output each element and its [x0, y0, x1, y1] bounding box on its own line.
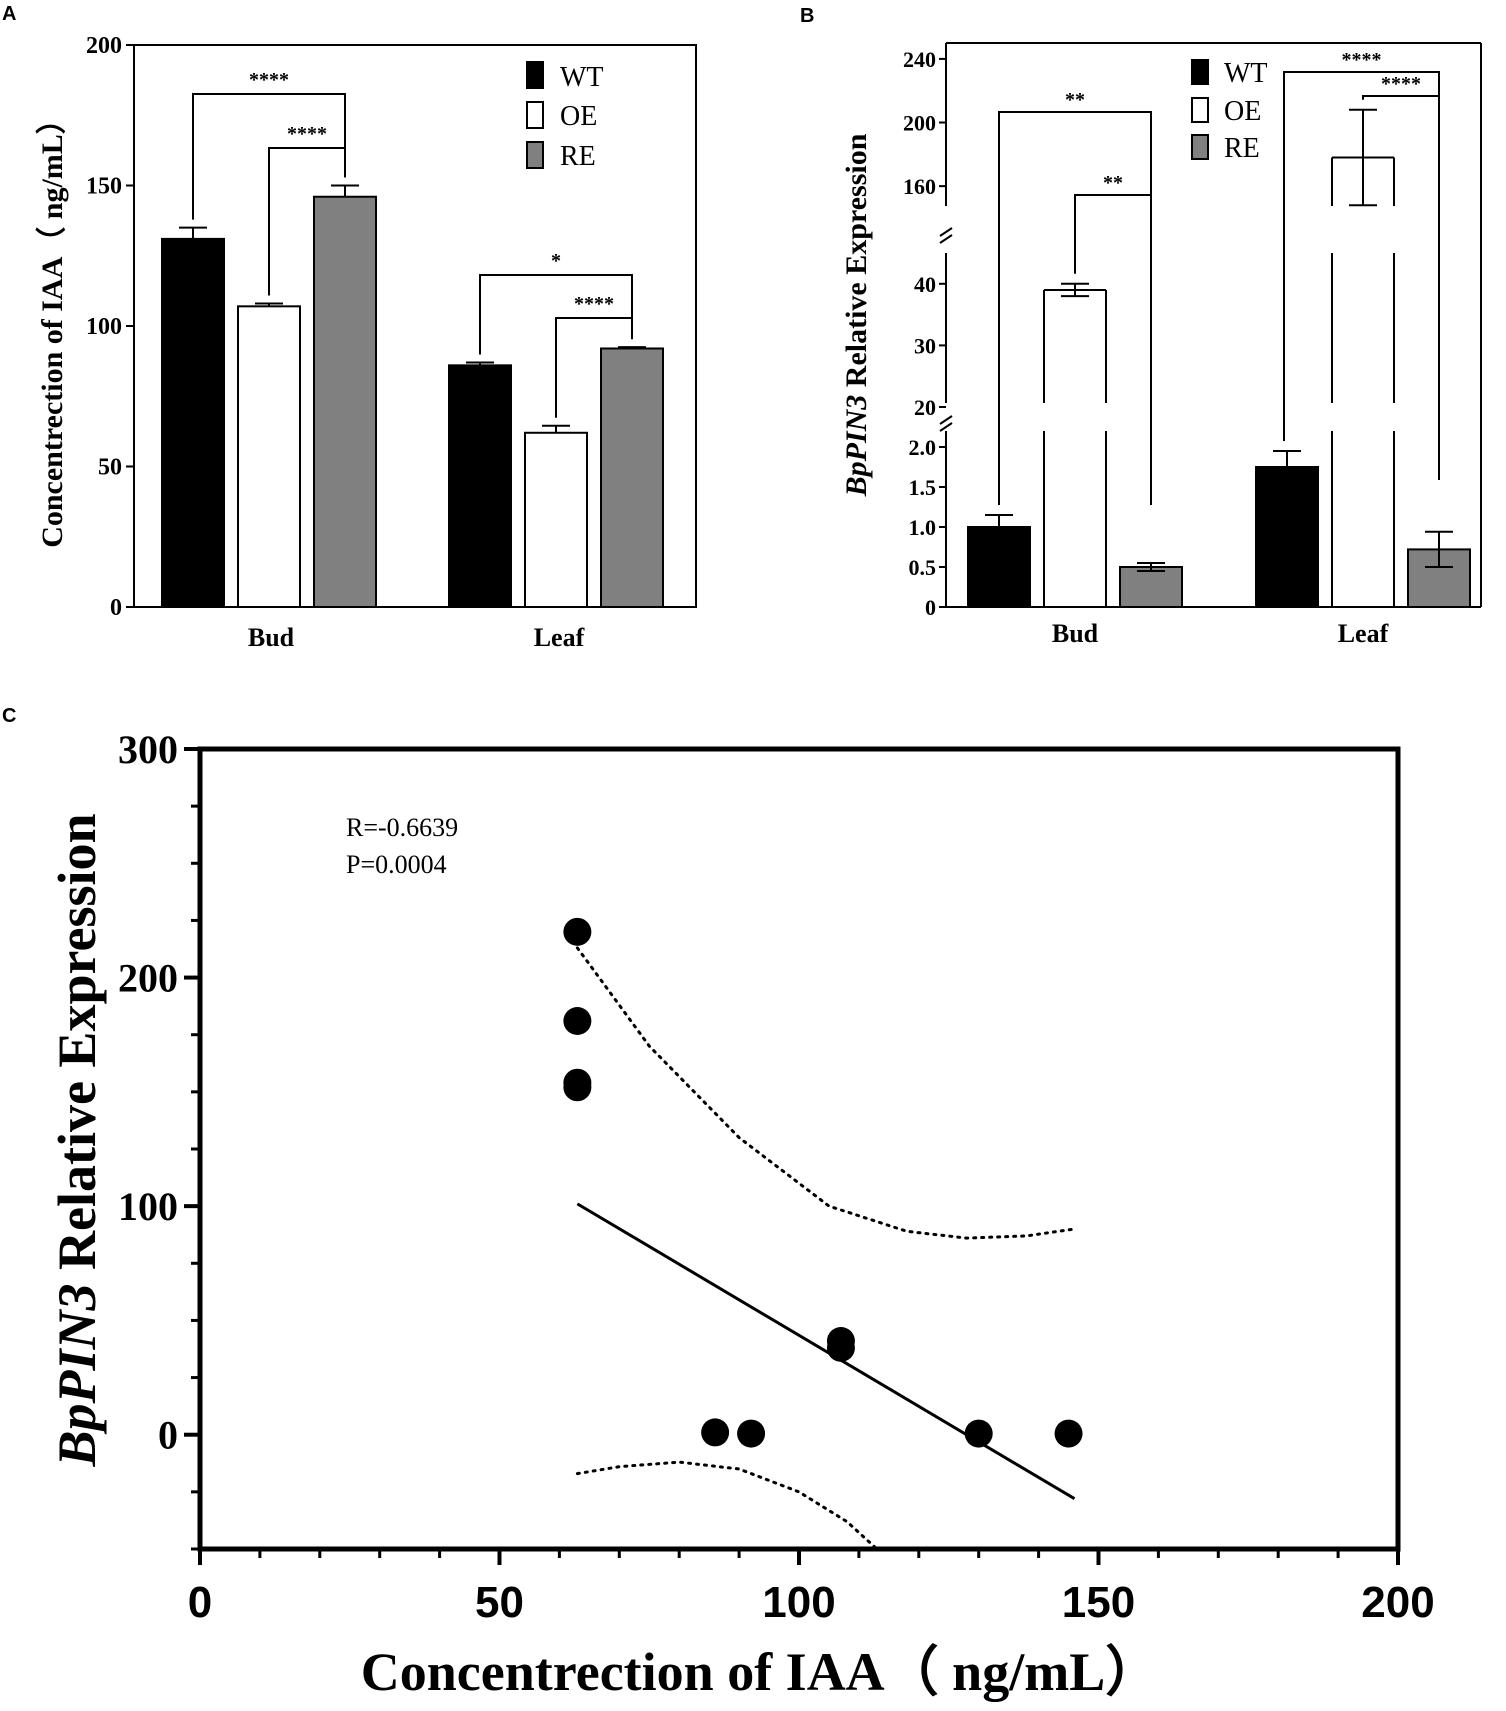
sig-label-a-2: *	[551, 250, 561, 272]
bar-a-leaf-wt	[448, 364, 512, 608]
sig-bracket-b-1	[1074, 194, 1152, 505]
sig-label-a-0: ****	[249, 69, 289, 91]
panel-b-ytick-label: 0.5	[909, 555, 937, 580]
panel-b-ytick-label: 160	[903, 174, 936, 199]
panel-a-ytick-label: 200	[86, 33, 122, 59]
legend-a-re-label: RE	[560, 141, 596, 172]
panel-b-ytick-label: 1.0	[909, 515, 937, 540]
panel-c-point-3	[563, 1073, 592, 1102]
bar-a-bud-oe	[237, 305, 301, 608]
bar-a-bud-wt	[161, 237, 225, 608]
panel-b-ytick-label: 240	[903, 47, 936, 72]
panel-a-legend: WT OE RE	[526, 61, 604, 172]
panel-c-ylabel-gene: BpPIN3	[47, 1283, 107, 1467]
legend-a-re-swatch	[526, 141, 544, 169]
legend-a-wt-label: WT	[560, 62, 604, 93]
legend-a-oe-label: OE	[560, 101, 597, 132]
panel-c-xtick-label: 150	[1062, 1578, 1135, 1627]
panel-c-letter: C	[2, 705, 16, 727]
bar-a-bud-re	[313, 195, 377, 609]
bar-b-bud-re	[1119, 566, 1183, 608]
panel-c-point-1	[563, 1007, 592, 1035]
legend-b-re-label: RE	[1224, 133, 1260, 164]
panel-a-ytick-label: 150	[86, 174, 122, 200]
panel-c-r-value: R=-0.6639	[346, 813, 458, 842]
panel-a-ytick-label: 0	[110, 595, 122, 621]
panel-c-point-8	[964, 1419, 993, 1448]
panel-a-letter: A	[2, 3, 16, 25]
panel-c-xlabel: Concentrection of IAA（ ng/mL）	[361, 1642, 1159, 1702]
panel-b-ytick-label: 1.5	[909, 475, 937, 500]
panel-b-cat-bud: Bud	[1052, 619, 1099, 648]
panel-c-xtick-label: 0	[188, 1578, 212, 1627]
panel-a-cat-bud: Bud	[248, 623, 295, 652]
legend-b-oe-swatch	[1191, 97, 1209, 123]
panel-c-xtick-label: 100	[762, 1578, 835, 1627]
panel-c-ytick-label: 0	[158, 1413, 178, 1458]
panel-b-ytick-label: 20	[914, 395, 936, 420]
panel-c-ci-upper	[575, 946, 1076, 1240]
panel-c-point-7	[737, 1419, 766, 1448]
panel-b-legend: WT OE RE	[1191, 58, 1268, 164]
panel-c-ytick-label: 100	[118, 1184, 178, 1229]
sig-bracket-a-2	[479, 274, 633, 355]
sig-label-a-1: ****	[287, 123, 327, 145]
legend-a-oe-swatch	[526, 101, 544, 129]
panel-c-ytick-label: 300	[118, 727, 178, 772]
panel-c-ylabel: BpPIN3 Relative Expression	[47, 813, 107, 1467]
sig-label-b-1: **	[1103, 172, 1123, 194]
panel-b-ytick-label: 30	[914, 333, 936, 358]
panel-b-ytick-label: 40	[914, 272, 936, 297]
panel-a-ytick-label: 100	[86, 314, 122, 340]
legend-b-oe-label: OE	[1224, 96, 1261, 127]
bar-a-leaf-oe	[524, 431, 588, 608]
panel-c-point-5	[826, 1333, 855, 1362]
panel-c-point-9	[1054, 1419, 1083, 1448]
panel-c-ytick-label: 200	[118, 956, 178, 1001]
panel-b-ylabel-rest: Relative Expression	[840, 133, 873, 394]
sig-label-b-0: **	[1065, 89, 1085, 111]
panel-b-ytick-label: 2.0	[909, 435, 937, 460]
sig-label-a-3: ****	[574, 293, 614, 315]
panel-b-ylabel: BpPIN3 Relative Expression	[840, 133, 873, 497]
sig-label-b-3: ****	[1381, 73, 1421, 95]
bar-a-leaf-re	[600, 347, 664, 608]
panel-a-ytick-label: 50	[98, 455, 122, 481]
panel-c-chart: 0 50 100 150 200 0 100 200 300 R=-0.6639 P=0.000…	[47, 727, 1435, 1702]
sig-bracket-a-3	[555, 317, 633, 418]
sig-bracket-a-0	[192, 93, 346, 220]
sig-bracket-a-1	[268, 147, 346, 296]
panel-b-ylabel-gene: BpPIN3	[840, 395, 873, 498]
panel-c-p-value: P=0.0004	[346, 850, 447, 879]
panel-b-ytick-label: 0	[925, 595, 936, 620]
panel-b-axis-break-1	[939, 227, 953, 244]
panel-b-ytick-label: 200	[903, 111, 936, 136]
bar-b-leaf-wt	[1255, 466, 1319, 608]
panel-b-axis-break-0	[939, 415, 953, 432]
legend-b-re-swatch	[1191, 134, 1209, 160]
bar-b-bud-wt	[967, 526, 1031, 608]
panel-c-fit-line	[576, 1202, 1076, 1501]
panel-b-letter: B	[800, 5, 814, 27]
sig-bracket-b-3	[1362, 95, 1440, 480]
legend-b-wt-swatch	[1191, 59, 1209, 85]
panel-a-ylabel: Concentrection of IAA（ ng/mL）	[35, 104, 69, 548]
sig-label-b-2: ****	[1342, 49, 1382, 71]
legend-b-wt-label: WT	[1224, 58, 1268, 89]
panel-c-xtick-label: 200	[1361, 1578, 1434, 1627]
legend-a-wt-swatch	[526, 61, 544, 89]
panel-b-cat-leaf: Leaf	[1338, 619, 1389, 648]
panel-c-point-6	[701, 1418, 730, 1447]
panel-c-ylabel-rest: Relative Expression	[47, 813, 107, 1283]
panel-c-point-0	[563, 917, 592, 946]
bar-b-bud-oe	[1044, 289, 1106, 607]
bar-b-leaf-oe	[1332, 157, 1394, 607]
panel-c-ci-lower	[575, 1460, 879, 1551]
panel-c-xtick-label: 50	[475, 1578, 524, 1627]
panel-a-cat-leaf: Leaf	[534, 623, 585, 652]
